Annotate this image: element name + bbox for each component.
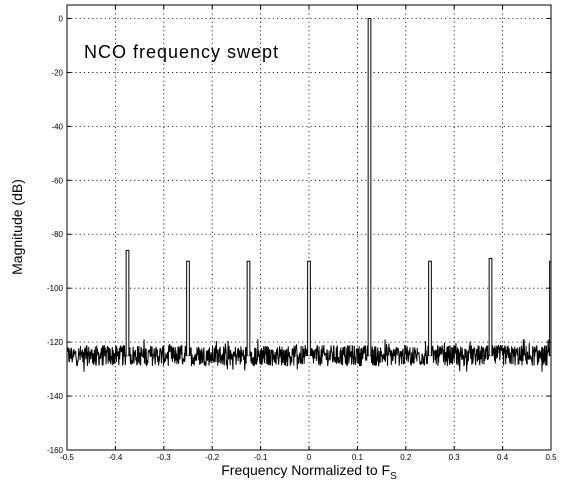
spur-peak	[428, 260, 432, 356]
y-tick-label: -60	[51, 176, 63, 185]
y-tick-label: -20	[51, 68, 63, 77]
y-axis-label: Magnitude (dB)	[9, 179, 25, 275]
spur-peak	[246, 260, 251, 356]
spur-peak	[488, 258, 493, 356]
x-axis-label-main: Frequency Normalized to F	[221, 462, 390, 478]
y-tick-label: -120	[47, 338, 64, 347]
spur-peak	[307, 260, 311, 356]
y-tick-label: -80	[51, 230, 63, 239]
annotation-text: NCO frequency swept	[84, 42, 279, 62]
y-tick-label: -160	[47, 446, 64, 455]
spur-marks	[125, 17, 552, 356]
spur-peak	[367, 17, 372, 356]
x-tick-label: -0.2	[205, 453, 219, 462]
x-tick-label: 0	[307, 453, 312, 462]
grid	[67, 5, 551, 450]
y-axis-ticks: 0 -20 -40 -60 -80 -100 -120 -140 -160	[47, 14, 551, 455]
y-tick-label: -100	[47, 284, 64, 293]
x-tick-label: -0.3	[157, 453, 171, 462]
plot-area	[67, 5, 551, 450]
x-tick-label: 0.2	[400, 453, 412, 462]
x-tick-label: 0.5	[545, 453, 557, 462]
x-tick-label: 0.3	[449, 453, 461, 462]
y-tick-label: -40	[51, 122, 63, 131]
noise-floor-trace	[66, 339, 551, 372]
x-axis-ticks: -0.5 -0.4 -0.3 -0.2 -0.1 0 0.1 0.2 0.3 0.4 0.5	[60, 5, 557, 462]
x-axis-label-subscript: S	[390, 471, 397, 482]
x-tick-label: 0.4	[497, 453, 509, 462]
spur-peak	[186, 260, 190, 356]
x-tick-label: 0.1	[352, 453, 364, 462]
y-tick-label: 0	[59, 14, 64, 23]
x-tick-label: -0.1	[254, 453, 268, 462]
x-tick-label: -0.4	[109, 453, 123, 462]
y-tick-label: -140	[47, 392, 64, 401]
x-axis-label: Frequency Normalized to FS	[221, 462, 397, 482]
x-tick-label: -0.5	[60, 453, 74, 462]
spur-peak	[125, 249, 130, 356]
